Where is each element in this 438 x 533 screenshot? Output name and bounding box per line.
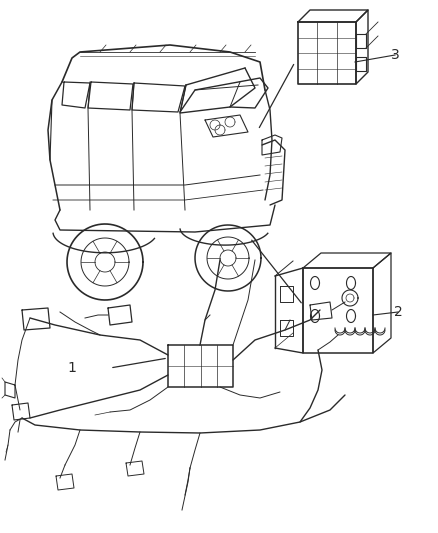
Text: 3: 3 [391,48,399,62]
Text: 2: 2 [394,305,403,319]
Text: 1: 1 [67,361,77,375]
